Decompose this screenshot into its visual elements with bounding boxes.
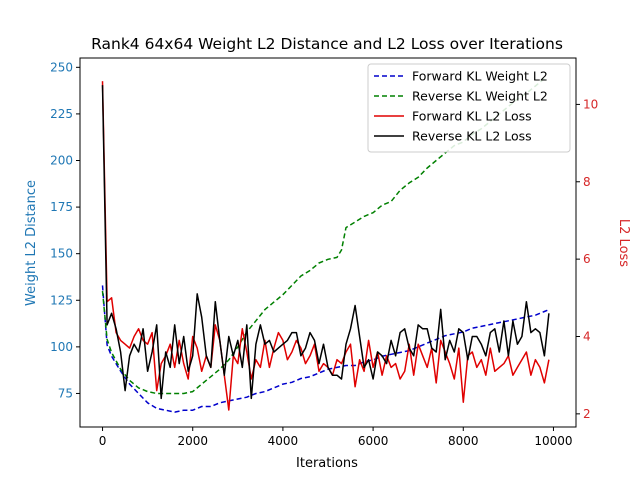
- y-right-axis-label: L2 Loss: [616, 219, 631, 267]
- y-left-tick-label: 150: [50, 247, 73, 261]
- axes-layer: 0 2000 4000 6000 8000 10000 75 100 125 150 175 200 2…: [50, 57, 598, 448]
- y-right-tick-label: 6: [583, 252, 591, 266]
- series-layer: [101, 77, 550, 413]
- legend-entry-label: Reverse KL L2 Loss: [412, 129, 532, 144]
- x-tick-label: 2000: [177, 434, 208, 448]
- y-right-tick-label: 4: [583, 329, 591, 343]
- x-tick-label: 0: [99, 434, 107, 448]
- chart-title: Rank4 64x64 Weight L2 Distance and L2 Lo…: [91, 35, 563, 53]
- plot-frame: [79, 57, 577, 428]
- legend: Forward KL Weight L2 Reverse KL Weight L2…: [367, 63, 571, 153]
- legend-entry-label: Reverse KL Weight L2: [412, 89, 548, 104]
- legend-entry-label: Forward KL L2 Loss: [412, 109, 532, 124]
- y-left-tick-label: 125: [50, 293, 73, 307]
- y-left-tick-label: 225: [50, 107, 73, 121]
- y-left-tick-label: 175: [50, 200, 73, 214]
- x-tick-label: 8000: [448, 434, 479, 448]
- y-right-tick-label: 2: [583, 407, 591, 421]
- x-axis-label: Iterations: [296, 456, 358, 471]
- y-left-tick-label: 200: [50, 154, 73, 168]
- series-line-1: [101, 285, 550, 413]
- y-right-tick-label: 10: [583, 97, 598, 111]
- x-tick-label: 10000: [534, 434, 572, 448]
- legend-box: [367, 63, 571, 153]
- series-line-4: [101, 85, 550, 400]
- y-right-tick-label: 8: [583, 175, 591, 189]
- y-left-tick-label: 250: [50, 60, 73, 74]
- x-tick-label: 4000: [268, 434, 299, 448]
- legend-entry-label: Forward KL Weight L2: [412, 69, 548, 84]
- y-left-tick-label: 100: [50, 340, 73, 354]
- x-tick-label: 6000: [358, 434, 389, 448]
- y-left-axis-label: Weight L2 Distance: [24, 180, 39, 306]
- y-left-tick-label: 75: [58, 386, 73, 400]
- series-line-3: [101, 81, 550, 411]
